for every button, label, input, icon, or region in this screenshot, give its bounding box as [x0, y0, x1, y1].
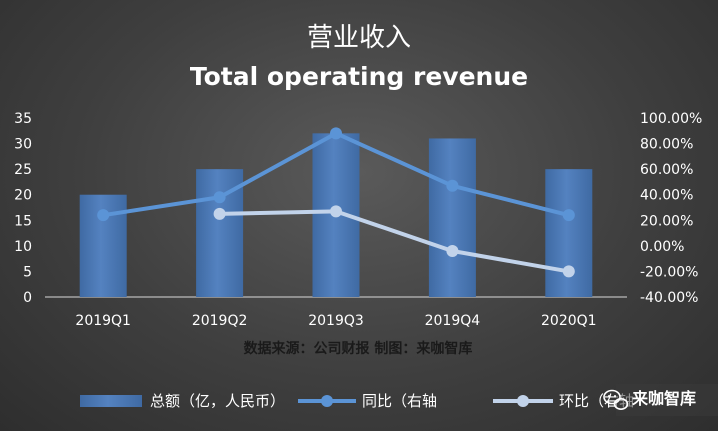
y-right-tick: 100.00%: [640, 111, 702, 127]
marker-qoq-2019Q2: [213, 207, 226, 220]
watermark-backdrop: [616, 384, 718, 416]
legend: 总额（亿，人民币） 同比（右轴 环比（右轴: [80, 392, 634, 410]
y-right-tick: 60.00%: [640, 162, 693, 178]
watermark: 来咖智库: [603, 384, 718, 416]
bar-series: [79, 133, 593, 297]
y-right-tick: 40.00%: [640, 188, 693, 204]
y-left-tick: 30: [14, 137, 32, 153]
y-right-tick: 80.00%: [640, 137, 693, 153]
source-note: 数据来源：公司财报 制图：来咖智库: [244, 340, 473, 357]
y-left-tick: 5: [23, 264, 32, 280]
marker-yoy-2019Q3: [330, 127, 342, 140]
marker-qoq-2019Q4: [446, 244, 459, 257]
y-left-tick: 25: [14, 162, 32, 178]
wechat-icon: [603, 389, 629, 410]
y-left-tick: 15: [14, 213, 32, 229]
legend-marker-qoq: [517, 395, 529, 407]
tick-labels: 0 5 10 15 20 25 30 35 -40.00% -20.00% 0.00% 20.00% 4…: [14, 111, 702, 329]
marker-qoq-2019Q3: [330, 205, 342, 218]
y-right-tick: -40.00%: [640, 290, 698, 306]
y-left-tick: 0: [23, 290, 32, 306]
watermark-text: 来咖智库: [631, 389, 696, 408]
y-left-tick: 35: [14, 111, 32, 127]
legend-bar-swatch: [80, 395, 142, 407]
y-right-tick: 20.00%: [640, 213, 693, 229]
marker-yoy-2019Q1: [97, 209, 110, 222]
marker-yoy-2019Q2: [213, 191, 226, 204]
marker-yoy-2020Q1: [562, 209, 575, 222]
y-right-tick: 0.00%: [640, 239, 684, 255]
chart-title: 营业收入: [307, 23, 411, 53]
line-qoq: [219, 209, 570, 274]
bar-total-2020Q1: [545, 169, 593, 297]
x-tick: 2019Q1: [75, 313, 131, 329]
marker-qoq-2020Q1: [562, 265, 575, 278]
x-tick: 2019Q4: [425, 313, 481, 329]
y-right-tick: -20.00%: [640, 264, 698, 280]
line-series: [97, 127, 575, 278]
legend-marker-yoy: [321, 395, 333, 407]
y-left-tick: 10: [14, 239, 32, 255]
bar-total-2019Q4: [428, 138, 476, 297]
y-left-tick: 20: [14, 188, 32, 204]
legend-label-total: 总额（亿，人民币）: [150, 392, 285, 410]
x-tick: 2019Q2: [192, 313, 248, 329]
chart-subtitle: Total operating revenue: [190, 62, 528, 91]
legend-label-yoy: 同比（右轴: [362, 392, 437, 410]
x-tick: 2020Q1: [541, 313, 597, 329]
x-tick: 2019Q3: [308, 313, 364, 329]
marker-yoy-2019Q4: [446, 179, 459, 192]
